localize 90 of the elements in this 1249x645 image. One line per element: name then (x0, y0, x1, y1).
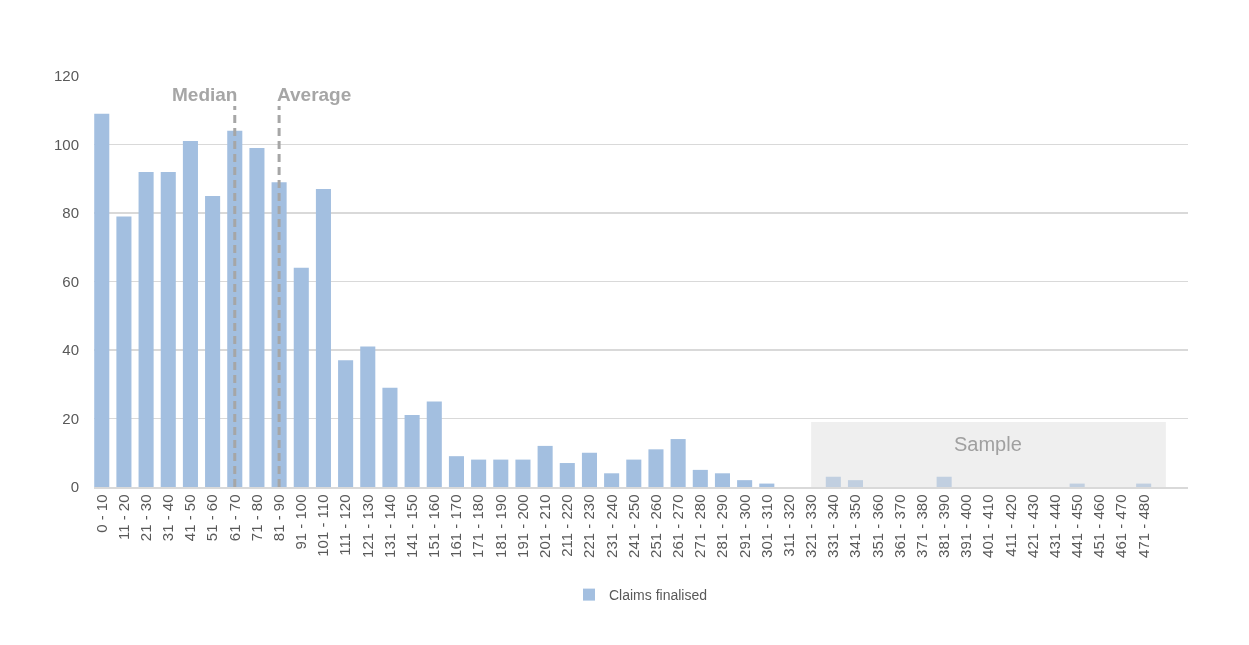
x-tick-label: 141 - 150 (402, 494, 420, 558)
x-tick-label: 261 - 270 (669, 494, 687, 558)
x-tick-label: 121 - 130 (358, 494, 376, 558)
x-tick-label: 171 - 180 (469, 494, 487, 558)
x-tick-label: 111 - 120 (336, 494, 354, 556)
legend-label: Claims finalised (609, 587, 708, 604)
bar (648, 449, 664, 487)
bar (515, 459, 531, 487)
bar (737, 480, 753, 487)
x-tick-label: 151 - 160 (425, 494, 443, 558)
bar (847, 480, 864, 487)
x-tick-label: 441 - 450 (1068, 494, 1086, 558)
bar (626, 459, 642, 487)
x-tick-label: 81 - 90 (269, 494, 287, 542)
x-tick-label: 131 - 140 (380, 494, 398, 558)
x-tick-label: 71 - 80 (247, 494, 265, 542)
bar (382, 387, 398, 487)
x-tick-label: 381 - 390 (935, 494, 953, 558)
ref-line-label: Median (172, 84, 238, 105)
x-tick-label: 331 - 340 (824, 494, 842, 558)
bar (138, 171, 154, 487)
x-tick-label: 431 - 440 (1045, 494, 1063, 558)
bar (692, 469, 708, 487)
x-tick-label: 311 - 320 (779, 494, 797, 557)
x-tick-label: 11 - 20 (114, 494, 132, 541)
bar (537, 445, 553, 487)
x-tick-label: 361 - 370 (890, 494, 908, 558)
y-tick-label: 0 (70, 478, 79, 496)
bar (94, 113, 110, 487)
bar (338, 360, 354, 487)
bar (249, 147, 265, 487)
bar (315, 189, 331, 487)
bar (360, 346, 376, 487)
x-tick-label: 301 - 310 (757, 494, 775, 558)
bar (825, 476, 841, 487)
x-tick-label: 241 - 250 (624, 494, 642, 558)
x-tick-label: 101 - 110 (314, 494, 332, 557)
bar (160, 171, 176, 487)
x-tick-label: 281 - 290 (713, 494, 731, 558)
bar (471, 459, 487, 487)
bar (493, 459, 509, 487)
x-tick-label: 21 - 30 (136, 494, 154, 542)
x-tick-label: 251 - 260 (646, 494, 664, 558)
x-tick-label: 451 - 460 (1090, 494, 1108, 558)
bar (293, 267, 309, 487)
x-tick-label: 471 - 480 (1134, 494, 1152, 558)
x-tick-label: 41 - 50 (181, 494, 199, 542)
x-tick-label: 161 - 170 (447, 494, 465, 558)
x-tick-label: 401 - 410 (979, 494, 997, 558)
x-tick-label: 181 - 190 (491, 494, 509, 558)
x-tick-label: 291 - 300 (735, 494, 753, 558)
x-tick-label: 61 - 70 (225, 494, 243, 542)
x-tick-label: 461 - 470 (1112, 494, 1130, 558)
ref-line-label: Average (277, 84, 352, 105)
bar (448, 456, 464, 487)
bar (670, 439, 686, 487)
x-tick-label: 351 - 360 (868, 494, 886, 558)
bar (116, 216, 132, 487)
bar (205, 195, 221, 487)
bar (581, 452, 597, 487)
bar (182, 141, 198, 487)
x-tick-label: 201 - 210 (535, 494, 553, 558)
x-tick-label: 221 - 230 (580, 494, 598, 558)
x-tick-label: 31 - 40 (159, 494, 177, 542)
y-tick-label: 60 (62, 272, 79, 290)
bar (426, 401, 442, 487)
y-tick-label: 100 (53, 135, 79, 153)
x-tick-label: 191 - 200 (513, 494, 531, 558)
y-tick-label: 80 (62, 204, 79, 222)
x-tick-label: 271 - 280 (691, 494, 709, 558)
y-tick-label: 20 (62, 409, 79, 427)
y-tick-label: 120 (53, 67, 79, 85)
bar (714, 473, 731, 487)
x-tick-label: 91 - 100 (292, 494, 310, 550)
y-tick-label: 40 (62, 341, 79, 359)
x-tick-label: 51 - 60 (203, 494, 221, 542)
x-tick-label: 0 - 10 (92, 494, 110, 533)
bar (604, 473, 620, 487)
x-tick-label: 231 - 240 (602, 494, 620, 558)
bar (559, 463, 575, 487)
x-tick-label: 211 - 220 (558, 494, 576, 557)
x-tick-label: 391 - 400 (957, 494, 975, 558)
x-tick-label: 321 - 330 (802, 494, 820, 558)
x-tick-label: 341 - 350 (846, 494, 864, 558)
x-tick-label: 411 - 420 (1001, 494, 1019, 557)
x-tick-label: 371 - 380 (912, 494, 930, 558)
band-label: Sample (954, 433, 1022, 455)
bar (936, 476, 952, 487)
bar (404, 415, 420, 487)
x-tick-label: 421 - 430 (1023, 494, 1041, 558)
